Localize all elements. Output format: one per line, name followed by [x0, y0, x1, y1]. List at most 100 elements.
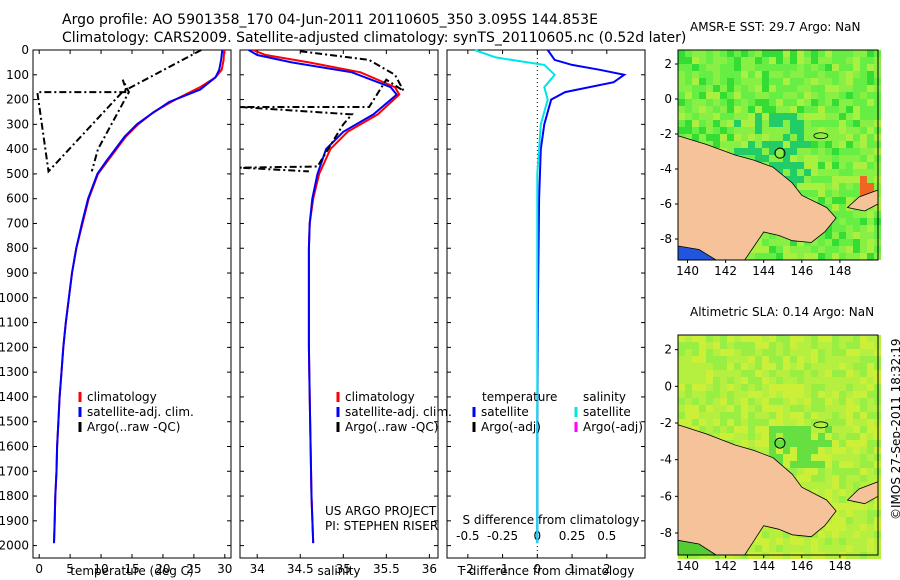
- map-cell: [818, 120, 825, 127]
- map-cell: [720, 64, 727, 71]
- map-cell: [678, 335, 685, 342]
- map-cell: [811, 127, 818, 134]
- map-cell: [804, 134, 811, 141]
- map-cell: [846, 384, 853, 391]
- map-x-tick-label: 140: [676, 559, 699, 573]
- map-cell: [748, 391, 755, 398]
- map-cell: [692, 384, 699, 391]
- map-cell: [755, 64, 762, 71]
- x-tick-label-temperature: 0: [35, 562, 43, 576]
- map-cell: [692, 377, 699, 384]
- map-cell: [720, 398, 727, 405]
- map-cell: [685, 356, 692, 363]
- map-cell: [678, 391, 685, 398]
- map-cell: [720, 412, 727, 419]
- map-cell: [804, 99, 811, 106]
- map-cell: [776, 363, 783, 370]
- map-cell: [713, 419, 720, 426]
- map-cell: [692, 134, 699, 141]
- map-cell: [699, 412, 706, 419]
- map-cell: [727, 384, 734, 391]
- map-cell: [811, 169, 818, 176]
- map-cell: [769, 384, 776, 391]
- map-cell: [741, 370, 748, 377]
- map-cell: [769, 232, 776, 239]
- map-cell: [762, 92, 769, 99]
- map-cell: [734, 50, 741, 57]
- y-tick-label: 1700: [0, 464, 29, 478]
- map-cell: [860, 503, 867, 510]
- map-cell: [825, 183, 832, 190]
- map-cell: [832, 391, 839, 398]
- map-cell: [685, 78, 692, 85]
- map-cell: [748, 134, 755, 141]
- map-cell: [797, 162, 804, 169]
- map-cell: [762, 524, 769, 531]
- x-tick-label-salinity: 36: [422, 562, 437, 576]
- map-cell: [832, 92, 839, 99]
- map-cell: [804, 426, 811, 433]
- map-cell: [832, 531, 839, 538]
- map-cell: [713, 71, 720, 78]
- series-line-temperature: [53, 49, 224, 544]
- map-cell: [727, 106, 734, 113]
- map-cell: [706, 356, 713, 363]
- map-cell: [762, 155, 769, 162]
- map-cell: [860, 342, 867, 349]
- map-x-tick-label: 146: [790, 264, 813, 278]
- map-cell: [860, 155, 867, 162]
- map-cell: [769, 426, 776, 433]
- map-cell: [811, 113, 818, 120]
- map-cell: [727, 64, 734, 71]
- map-cell: [846, 190, 853, 197]
- map-cell: [720, 113, 727, 120]
- map-cell: [734, 99, 741, 106]
- map-cell: [811, 538, 818, 545]
- map-cell: [678, 384, 685, 391]
- map-cell: [839, 85, 846, 92]
- map-cell: [853, 225, 860, 232]
- map-cell: [867, 106, 874, 113]
- map-cell: [846, 482, 853, 489]
- map-cell: [769, 349, 776, 356]
- map-cell: [811, 412, 818, 419]
- map-cell: [867, 356, 874, 363]
- map-cell: [811, 176, 818, 183]
- map-cell: [769, 433, 776, 440]
- map-cell: [839, 510, 846, 517]
- map-cell: [846, 71, 853, 78]
- map-cell: [727, 419, 734, 426]
- map-cell: [720, 71, 727, 78]
- map-cell: [720, 85, 727, 92]
- legend-item: satellite-adj. clim.: [87, 405, 194, 419]
- map-cell: [692, 71, 699, 78]
- map-cell: [790, 391, 797, 398]
- map-cell: [755, 349, 762, 356]
- map-cell: [853, 545, 860, 552]
- map-cell: [825, 92, 832, 99]
- map-cell: [797, 342, 804, 349]
- map-cell: [790, 246, 797, 253]
- map-cell: [734, 433, 741, 440]
- map-cell: [867, 148, 874, 155]
- map-cell: [853, 99, 860, 106]
- y-tick-label: 1300: [0, 365, 29, 379]
- map-cell: [825, 141, 832, 148]
- map-cell: [713, 405, 720, 412]
- map-cell: [713, 363, 720, 370]
- map-cell: [853, 218, 860, 225]
- map-cell: [846, 183, 853, 190]
- map-cell: [762, 370, 769, 377]
- map-cell: [839, 71, 846, 78]
- map-cell: [832, 57, 839, 64]
- map-cell: [825, 155, 832, 162]
- map-cell: [797, 113, 804, 120]
- map-cell: [860, 253, 867, 260]
- map-cell: [804, 64, 811, 71]
- map-cell: [839, 232, 846, 239]
- map-cell: [790, 538, 797, 545]
- map-cell: [811, 391, 818, 398]
- y-tick-label: 800: [6, 241, 29, 255]
- map-cell: [860, 524, 867, 531]
- map-cell: [804, 120, 811, 127]
